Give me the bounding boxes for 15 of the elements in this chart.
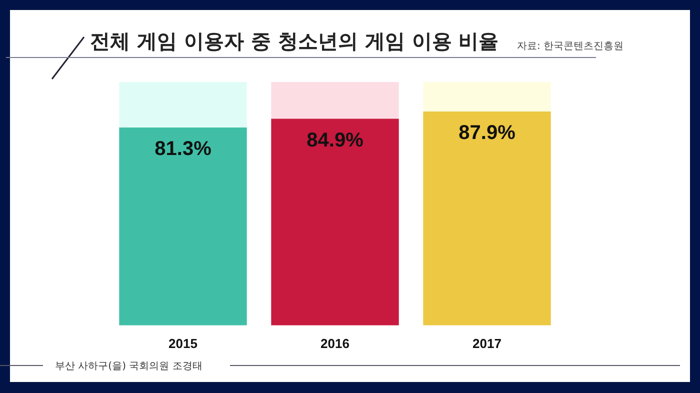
bar	[271, 118, 399, 326]
data-label: 81.3%	[154, 138, 212, 160]
data-label: 84.9%	[306, 129, 364, 152]
bar	[423, 82, 551, 112]
text: 자료: 한국콘텐츠진흥원	[517, 40, 624, 53]
bar	[119, 82, 247, 128]
x-tick-label: 2017	[472, 336, 502, 351]
bar	[423, 111, 551, 326]
bar	[119, 128, 247, 326]
chart-title: 전체 게임 이용자 중 청소년의 게임 이용 비율	[90, 28, 499, 55]
text: 부산 사하구(을) 국회의원 조경태	[55, 360, 202, 373]
bar	[271, 82, 399, 119]
data-label: 87.9%	[458, 122, 516, 144]
x-tick-label: 2016	[320, 336, 350, 351]
x-tick-label: 2015	[168, 336, 198, 351]
